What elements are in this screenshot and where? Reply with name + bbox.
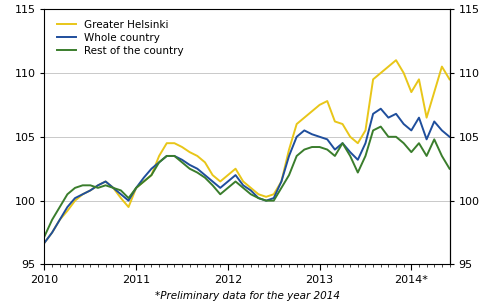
Rest of the country bbox=[263, 199, 269, 202]
Whole country bbox=[317, 135, 323, 139]
Whole country bbox=[110, 186, 116, 190]
Rest of the country bbox=[110, 186, 116, 190]
Rest of the country bbox=[194, 171, 200, 174]
Rest of the country bbox=[41, 235, 47, 238]
Greater Helsinki bbox=[263, 195, 269, 199]
Whole country bbox=[447, 135, 453, 139]
Rest of the country bbox=[286, 173, 292, 177]
Whole country bbox=[194, 167, 200, 171]
Legend: Greater Helsinki, Whole country, Rest of the country: Greater Helsinki, Whole country, Rest of… bbox=[54, 17, 187, 59]
Greater Helsinki bbox=[447, 78, 453, 81]
Text: *Preliminary data for the year 2014: *Preliminary data for the year 2014 bbox=[155, 291, 339, 301]
Greater Helsinki bbox=[110, 186, 116, 190]
Rest of the country bbox=[279, 186, 285, 190]
Rest of the country bbox=[378, 125, 384, 128]
Whole country bbox=[41, 241, 47, 245]
Greater Helsinki bbox=[41, 241, 47, 245]
Rest of the country bbox=[317, 145, 323, 149]
Greater Helsinki bbox=[194, 154, 200, 158]
Greater Helsinki bbox=[317, 103, 323, 107]
Whole country bbox=[378, 107, 384, 111]
Whole country bbox=[279, 180, 285, 183]
Line: Whole country: Whole country bbox=[44, 109, 450, 243]
Whole country bbox=[286, 154, 292, 158]
Greater Helsinki bbox=[286, 148, 292, 151]
Rest of the country bbox=[447, 167, 453, 171]
Line: Greater Helsinki: Greater Helsinki bbox=[44, 60, 450, 243]
Whole country bbox=[263, 199, 269, 202]
Line: Rest of the country: Rest of the country bbox=[44, 126, 450, 237]
Greater Helsinki bbox=[279, 180, 285, 183]
Greater Helsinki bbox=[393, 58, 399, 62]
